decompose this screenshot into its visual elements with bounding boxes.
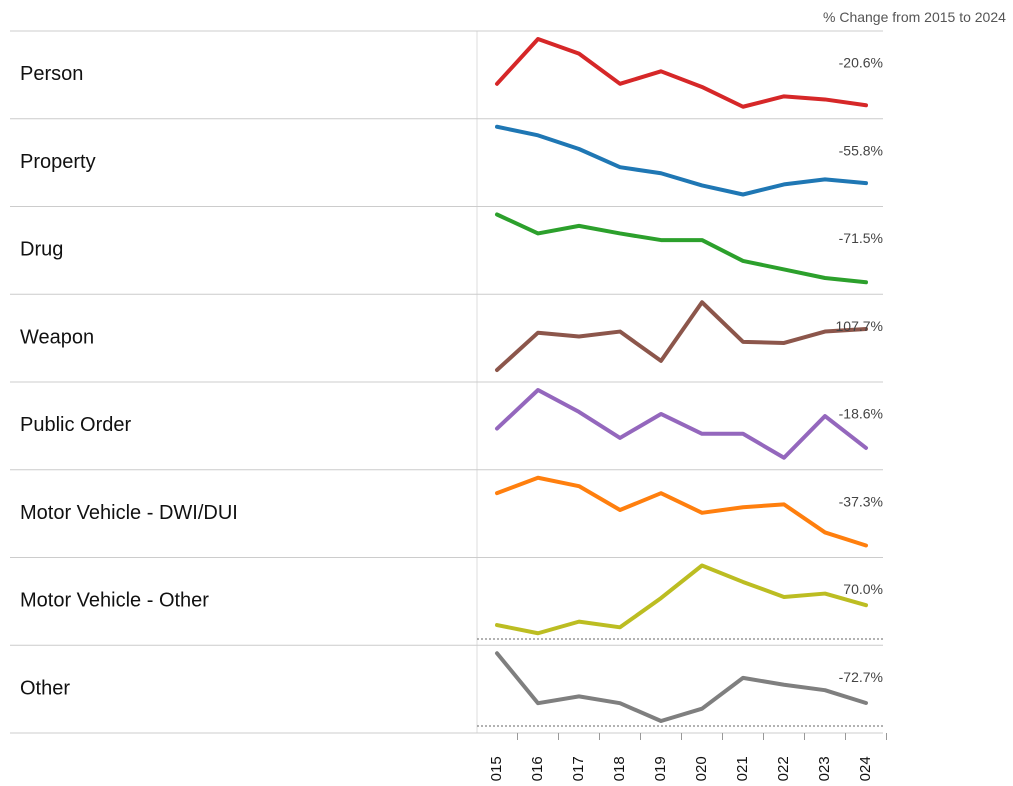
change-label: -71.5% bbox=[839, 230, 883, 246]
trend-line bbox=[495, 388, 868, 460]
change-label: -18.6% bbox=[839, 406, 883, 422]
row-label: Person bbox=[20, 63, 83, 85]
change-label: 70.0% bbox=[843, 581, 883, 597]
trend-line bbox=[495, 651, 868, 723]
x-tick-label: 2022 bbox=[775, 756, 792, 781]
x-tick-label: 2015 bbox=[488, 756, 505, 781]
x-tick-label: 2019 bbox=[652, 756, 669, 781]
x-tick-label: 2018 bbox=[611, 756, 628, 781]
trend-line bbox=[495, 300, 868, 372]
column-header: % Change from 2015 to 2024 bbox=[823, 9, 1006, 25]
row-label: Motor Vehicle - Other bbox=[20, 590, 209, 612]
row-label: Property bbox=[20, 151, 96, 173]
trend-line bbox=[495, 475, 868, 548]
x-tick-label: 2020 bbox=[693, 756, 710, 781]
trend-line bbox=[495, 124, 868, 197]
change-label: -55.8% bbox=[839, 142, 883, 158]
x-tick-label: 2024 bbox=[857, 756, 874, 781]
change-label: -20.6% bbox=[839, 55, 883, 71]
row-label: Other bbox=[20, 677, 70, 699]
change-label: -72.7% bbox=[839, 669, 883, 685]
trend-line bbox=[495, 37, 868, 109]
row-label: Motor Vehicle - DWI/DUI bbox=[20, 502, 238, 524]
change-label: -37.3% bbox=[839, 493, 883, 509]
x-tick-label: 2021 bbox=[734, 756, 751, 781]
x-tick-label: 2017 bbox=[570, 756, 587, 781]
change-label: 107.7% bbox=[836, 318, 883, 334]
x-tick-label: 2023 bbox=[816, 756, 833, 781]
row-label: Public Order bbox=[20, 414, 131, 436]
trend-line bbox=[495, 563, 868, 636]
trend-line bbox=[495, 212, 868, 285]
row-label: Weapon bbox=[20, 326, 94, 348]
x-tick-label: 2016 bbox=[529, 756, 546, 781]
row-label: Drug bbox=[20, 239, 63, 261]
